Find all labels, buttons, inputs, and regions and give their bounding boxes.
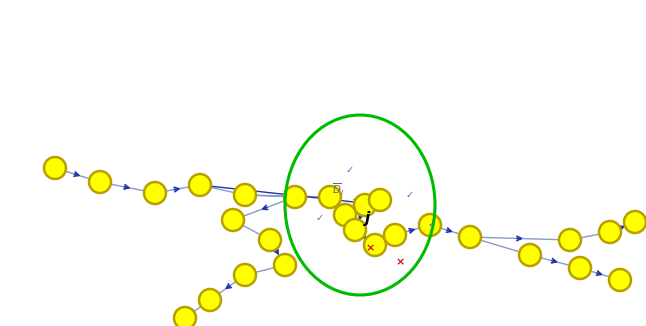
- Text: j: j: [366, 211, 371, 226]
- Circle shape: [354, 194, 376, 216]
- Text: ✓: ✓: [346, 165, 354, 175]
- Circle shape: [609, 269, 631, 291]
- Circle shape: [274, 254, 296, 276]
- Text: ✓: ✓: [428, 219, 436, 229]
- Circle shape: [89, 171, 111, 193]
- Circle shape: [189, 174, 211, 196]
- Circle shape: [199, 289, 221, 311]
- Circle shape: [234, 184, 256, 206]
- Circle shape: [174, 307, 196, 326]
- Text: $\overline{D}_i$: $\overline{D}_i$: [332, 182, 344, 198]
- Circle shape: [459, 226, 481, 248]
- Circle shape: [334, 204, 356, 226]
- Circle shape: [624, 211, 646, 233]
- Circle shape: [419, 214, 441, 236]
- Circle shape: [519, 244, 541, 266]
- Text: ✓: ✓: [406, 190, 414, 200]
- Circle shape: [222, 209, 244, 231]
- Text: ×: ×: [395, 257, 404, 267]
- Circle shape: [234, 264, 256, 286]
- Circle shape: [284, 186, 306, 208]
- Circle shape: [599, 221, 621, 243]
- Circle shape: [559, 229, 581, 251]
- Circle shape: [319, 186, 341, 208]
- Circle shape: [384, 224, 406, 246]
- Text: ✓: ✓: [316, 213, 324, 223]
- Circle shape: [144, 182, 166, 204]
- Circle shape: [569, 257, 591, 279]
- Circle shape: [259, 229, 281, 251]
- Text: ×: ×: [365, 243, 375, 253]
- Circle shape: [44, 157, 66, 179]
- Circle shape: [344, 219, 366, 241]
- Circle shape: [364, 234, 386, 256]
- Circle shape: [369, 189, 391, 211]
